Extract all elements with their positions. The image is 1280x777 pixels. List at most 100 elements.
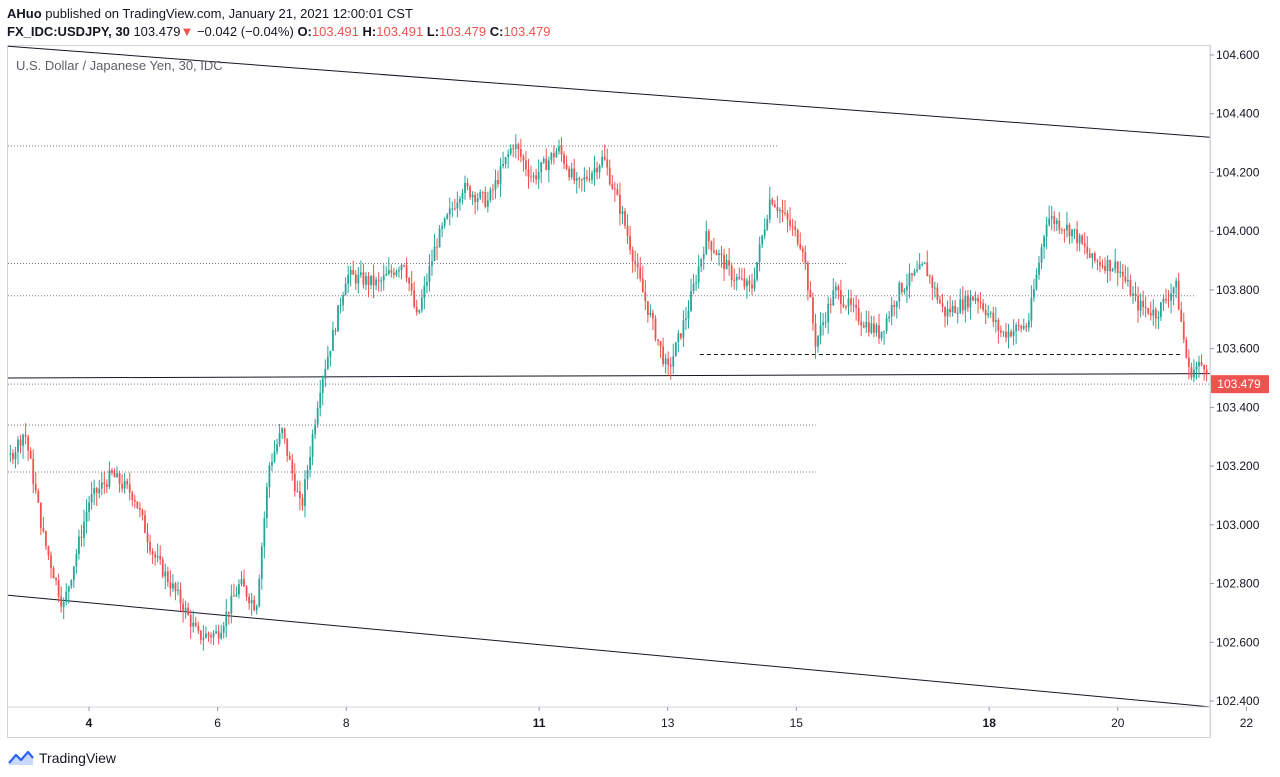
candle-body [65, 591, 68, 602]
candle [507, 149, 510, 169]
candle [646, 301, 649, 323]
candle [1165, 288, 1167, 304]
candle-body [1096, 260, 1099, 262]
tradingview-brand[interactable]: TradingView [39, 750, 117, 766]
candle-body [265, 487, 268, 519]
candle-body [1154, 309, 1157, 319]
candle-body [357, 274, 360, 284]
candle-body [1185, 339, 1188, 358]
candle [1005, 322, 1007, 343]
candle-body [644, 292, 647, 302]
candle [928, 274, 931, 284]
candle [636, 253, 639, 279]
candle [1167, 290, 1170, 308]
candle [1149, 301, 1152, 321]
candle [690, 278, 692, 313]
candle-body [253, 599, 256, 611]
low-label: L: [426, 24, 440, 39]
candle [743, 268, 746, 290]
candle-body [174, 583, 177, 591]
symbol-label[interactable]: FX_IDC:USDJPY, 30 [7, 24, 130, 39]
candle [1119, 261, 1122, 278]
candle [52, 565, 55, 579]
candle-body [138, 508, 141, 510]
candle [349, 265, 352, 287]
candle [1137, 286, 1139, 323]
candle [1129, 274, 1132, 297]
candle [662, 337, 665, 367]
candle [1020, 324, 1023, 333]
candle-body [1093, 253, 1096, 261]
candle-body [550, 153, 553, 161]
candle-body [690, 291, 692, 311]
candle [1157, 310, 1160, 330]
candle-body [382, 275, 385, 281]
candle-body [504, 157, 507, 164]
candle-body [39, 502, 42, 528]
candle-body [319, 392, 322, 409]
candle [90, 481, 93, 510]
candle [674, 341, 677, 357]
candle [1205, 364, 1208, 382]
candle-body [431, 261, 433, 267]
candle [299, 480, 301, 511]
candle-body [791, 226, 794, 228]
candle [888, 311, 891, 323]
candle [367, 272, 370, 298]
candle [408, 276, 411, 292]
candle-body [263, 518, 266, 547]
price-tick-label: 102.400 [1216, 694, 1260, 708]
candle-body [413, 290, 416, 307]
candle [1060, 227, 1063, 235]
candle [923, 261, 926, 265]
author-name[interactable]: AHuo [7, 6, 42, 21]
candle-body [966, 295, 969, 308]
candle-body [466, 182, 469, 187]
candle [1081, 233, 1084, 246]
candle-body [199, 630, 202, 640]
candle [746, 277, 748, 299]
price-chart[interactable]: 104.600 104.400 104.200 104.000 103.800 103.6… [0, 0, 1280, 745]
candle [1142, 290, 1145, 316]
candle-body [893, 304, 896, 307]
candle-body [555, 151, 558, 158]
candle-body [540, 162, 543, 172]
candle-body [857, 307, 860, 322]
candle [634, 250, 637, 272]
candle-body [611, 184, 614, 189]
chart-frame[interactable] [7, 45, 1211, 738]
candle-body [763, 229, 766, 236]
candle [324, 359, 327, 388]
candle-body [469, 186, 471, 198]
candle-body [45, 531, 47, 547]
candle [540, 161, 543, 183]
candle-body [1170, 293, 1172, 301]
candle [184, 600, 187, 619]
candle-body [1134, 293, 1137, 297]
candle [570, 162, 573, 180]
candle [238, 579, 240, 599]
candle [50, 551, 52, 579]
candle [659, 340, 662, 359]
candle-body [136, 501, 139, 509]
drawn-lines [7, 45, 1211, 708]
tradingview-logo-icon[interactable] [8, 750, 34, 766]
candle-body [1015, 324, 1018, 332]
current-price-marker [1211, 375, 1269, 394]
candle-body [895, 301, 898, 307]
candle-body [1111, 268, 1114, 272]
candle [779, 207, 781, 224]
candle-body [535, 175, 538, 180]
candle [103, 470, 106, 494]
candle-body [603, 156, 606, 160]
candle [207, 631, 210, 642]
candle-body [299, 491, 301, 499]
candle [677, 330, 680, 353]
candle-body [679, 333, 682, 338]
candle [1002, 330, 1005, 337]
candle-body [459, 198, 461, 203]
candle [1066, 211, 1068, 238]
candle-body [588, 178, 591, 180]
candle [189, 609, 192, 639]
candle [499, 157, 502, 197]
